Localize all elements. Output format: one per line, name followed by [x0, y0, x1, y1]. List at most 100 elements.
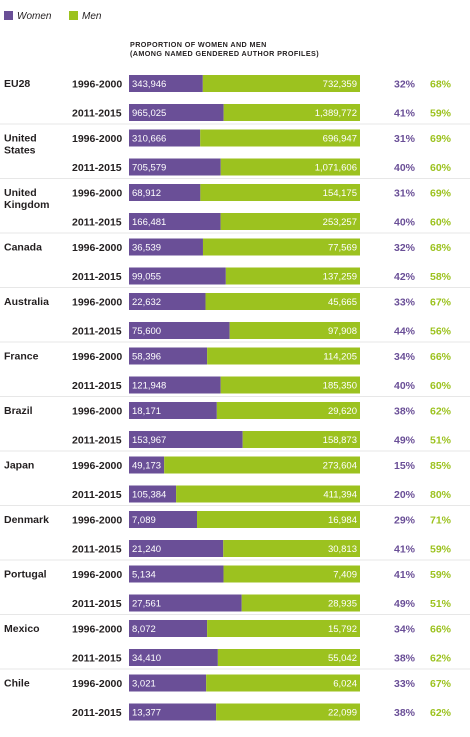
women-bar: [129, 511, 198, 528]
men-bar: [223, 104, 360, 121]
women-bar: [129, 347, 208, 365]
women-percent: 41%: [394, 108, 416, 120]
country-label-line: United: [4, 187, 37, 199]
women-count-label: 965,025: [132, 108, 166, 119]
women-count-label: 58,396: [132, 352, 161, 363]
men-percent: 51%: [430, 435, 452, 447]
women-count-label: 49,173: [132, 461, 161, 472]
women-bar: [129, 431, 243, 448]
women-bar: [129, 594, 242, 612]
period-label: 2011-2015: [72, 108, 122, 120]
women-count-label: 7,089: [132, 515, 156, 526]
men-percent: 59%: [430, 569, 452, 581]
men-count-label: 22,099: [328, 708, 357, 719]
country-label: Chile: [4, 678, 30, 690]
men-percent: 62%: [430, 653, 452, 665]
women-percent: 49%: [394, 435, 416, 447]
women-percent: 34%: [394, 624, 416, 636]
women-count-label: 68,912: [132, 188, 161, 199]
chart-subtitle: (AMONG NAMED GENDERED AUTHOR PROFILES): [130, 49, 319, 58]
men-percent: 60%: [430, 380, 452, 392]
men-count-label: 253,257: [323, 217, 357, 228]
women-count-label: 5,134: [132, 570, 156, 581]
women-percent: 33%: [394, 678, 416, 690]
men-count-label: 696,947: [323, 134, 357, 145]
women-count-label: 27,561: [132, 599, 161, 610]
women-bar: [129, 184, 201, 201]
country-label-line: Denmark: [4, 514, 49, 526]
men-percent: 58%: [430, 271, 452, 283]
men-count-label: 185,350: [323, 381, 357, 392]
period-label: 1996-2000: [72, 297, 122, 309]
women-bar: [129, 649, 218, 666]
country-label-line: Mexico: [4, 623, 40, 635]
men-count-label: 154,175: [323, 188, 357, 199]
women-bar: [129, 565, 224, 583]
men-percent: 67%: [430, 297, 452, 309]
legend: Women Men: [4, 11, 102, 22]
men-count-label: 1,071,606: [315, 163, 357, 174]
men-bar: [241, 594, 360, 612]
women-bar: [129, 129, 201, 147]
period-label: 1996-2000: [72, 133, 122, 145]
period-label: 1996-2000: [72, 79, 122, 91]
country-label-line: United: [4, 133, 37, 145]
men-bar: [200, 184, 360, 201]
period-label: 2011-2015: [72, 326, 122, 338]
men-percent: 71%: [430, 515, 452, 527]
women-bar: [129, 267, 226, 285]
women-count-label: 8,072: [132, 624, 156, 635]
legend-men-label: Men: [82, 11, 102, 22]
men-bar: [220, 213, 360, 230]
women-percent: 44%: [394, 326, 416, 338]
women-percent: 40%: [394, 162, 416, 174]
country-label: France: [4, 351, 39, 363]
country-label-line: France: [4, 351, 39, 363]
women-percent: 41%: [394, 544, 416, 556]
women-bar: [129, 238, 203, 256]
women-percent: 38%: [394, 406, 416, 418]
women-bar: [129, 322, 230, 339]
country-label-line: Kingdom: [4, 199, 50, 211]
men-count-label: 1,389,772: [315, 108, 357, 119]
women-count-label: 166,481: [132, 217, 166, 228]
women-count-label: 121,948: [132, 381, 166, 392]
country-label-line: States: [4, 145, 36, 157]
period-label: 2011-2015: [72, 598, 122, 610]
women-percent: 20%: [394, 489, 416, 501]
men-percent: 56%: [430, 326, 452, 338]
men-count-label: 97,908: [328, 326, 357, 337]
period-label: 2011-2015: [72, 489, 122, 501]
country-label: Brazil: [4, 405, 33, 417]
women-count-label: 705,579: [132, 163, 166, 174]
women-bar: [129, 703, 217, 721]
women-percent: 32%: [394, 79, 416, 91]
men-percent: 62%: [430, 406, 452, 418]
women-bar: [129, 75, 203, 92]
men-percent: 85%: [430, 460, 452, 472]
men-percent: 60%: [430, 162, 452, 174]
men-percent: 59%: [430, 544, 452, 556]
period-label: 1996-2000: [72, 624, 122, 636]
period-label: 2011-2015: [72, 435, 122, 447]
period-label: 1996-2000: [72, 569, 122, 581]
men-bar: [216, 703, 360, 721]
men-count-label: 137,259: [323, 272, 357, 283]
women-bar: [129, 485, 177, 503]
men-percent: 62%: [430, 707, 452, 719]
women-percent: 32%: [394, 242, 416, 254]
men-percent: 60%: [430, 217, 452, 229]
women-count-label: 3,021: [132, 679, 156, 690]
men-percent: 67%: [430, 678, 452, 690]
period-label: 2011-2015: [72, 217, 122, 229]
men-bar: [200, 129, 360, 147]
men-bar: [202, 75, 360, 92]
women-bar: [129, 540, 224, 557]
men-bar: [206, 674, 360, 692]
country-label: Portugal: [4, 569, 47, 581]
women-count-label: 34,410: [132, 653, 161, 664]
period-label: 2011-2015: [72, 162, 122, 174]
chart-title: PROPORTION OF WOMEN AND MEN: [130, 40, 267, 49]
men-count-label: 29,620: [328, 406, 357, 417]
